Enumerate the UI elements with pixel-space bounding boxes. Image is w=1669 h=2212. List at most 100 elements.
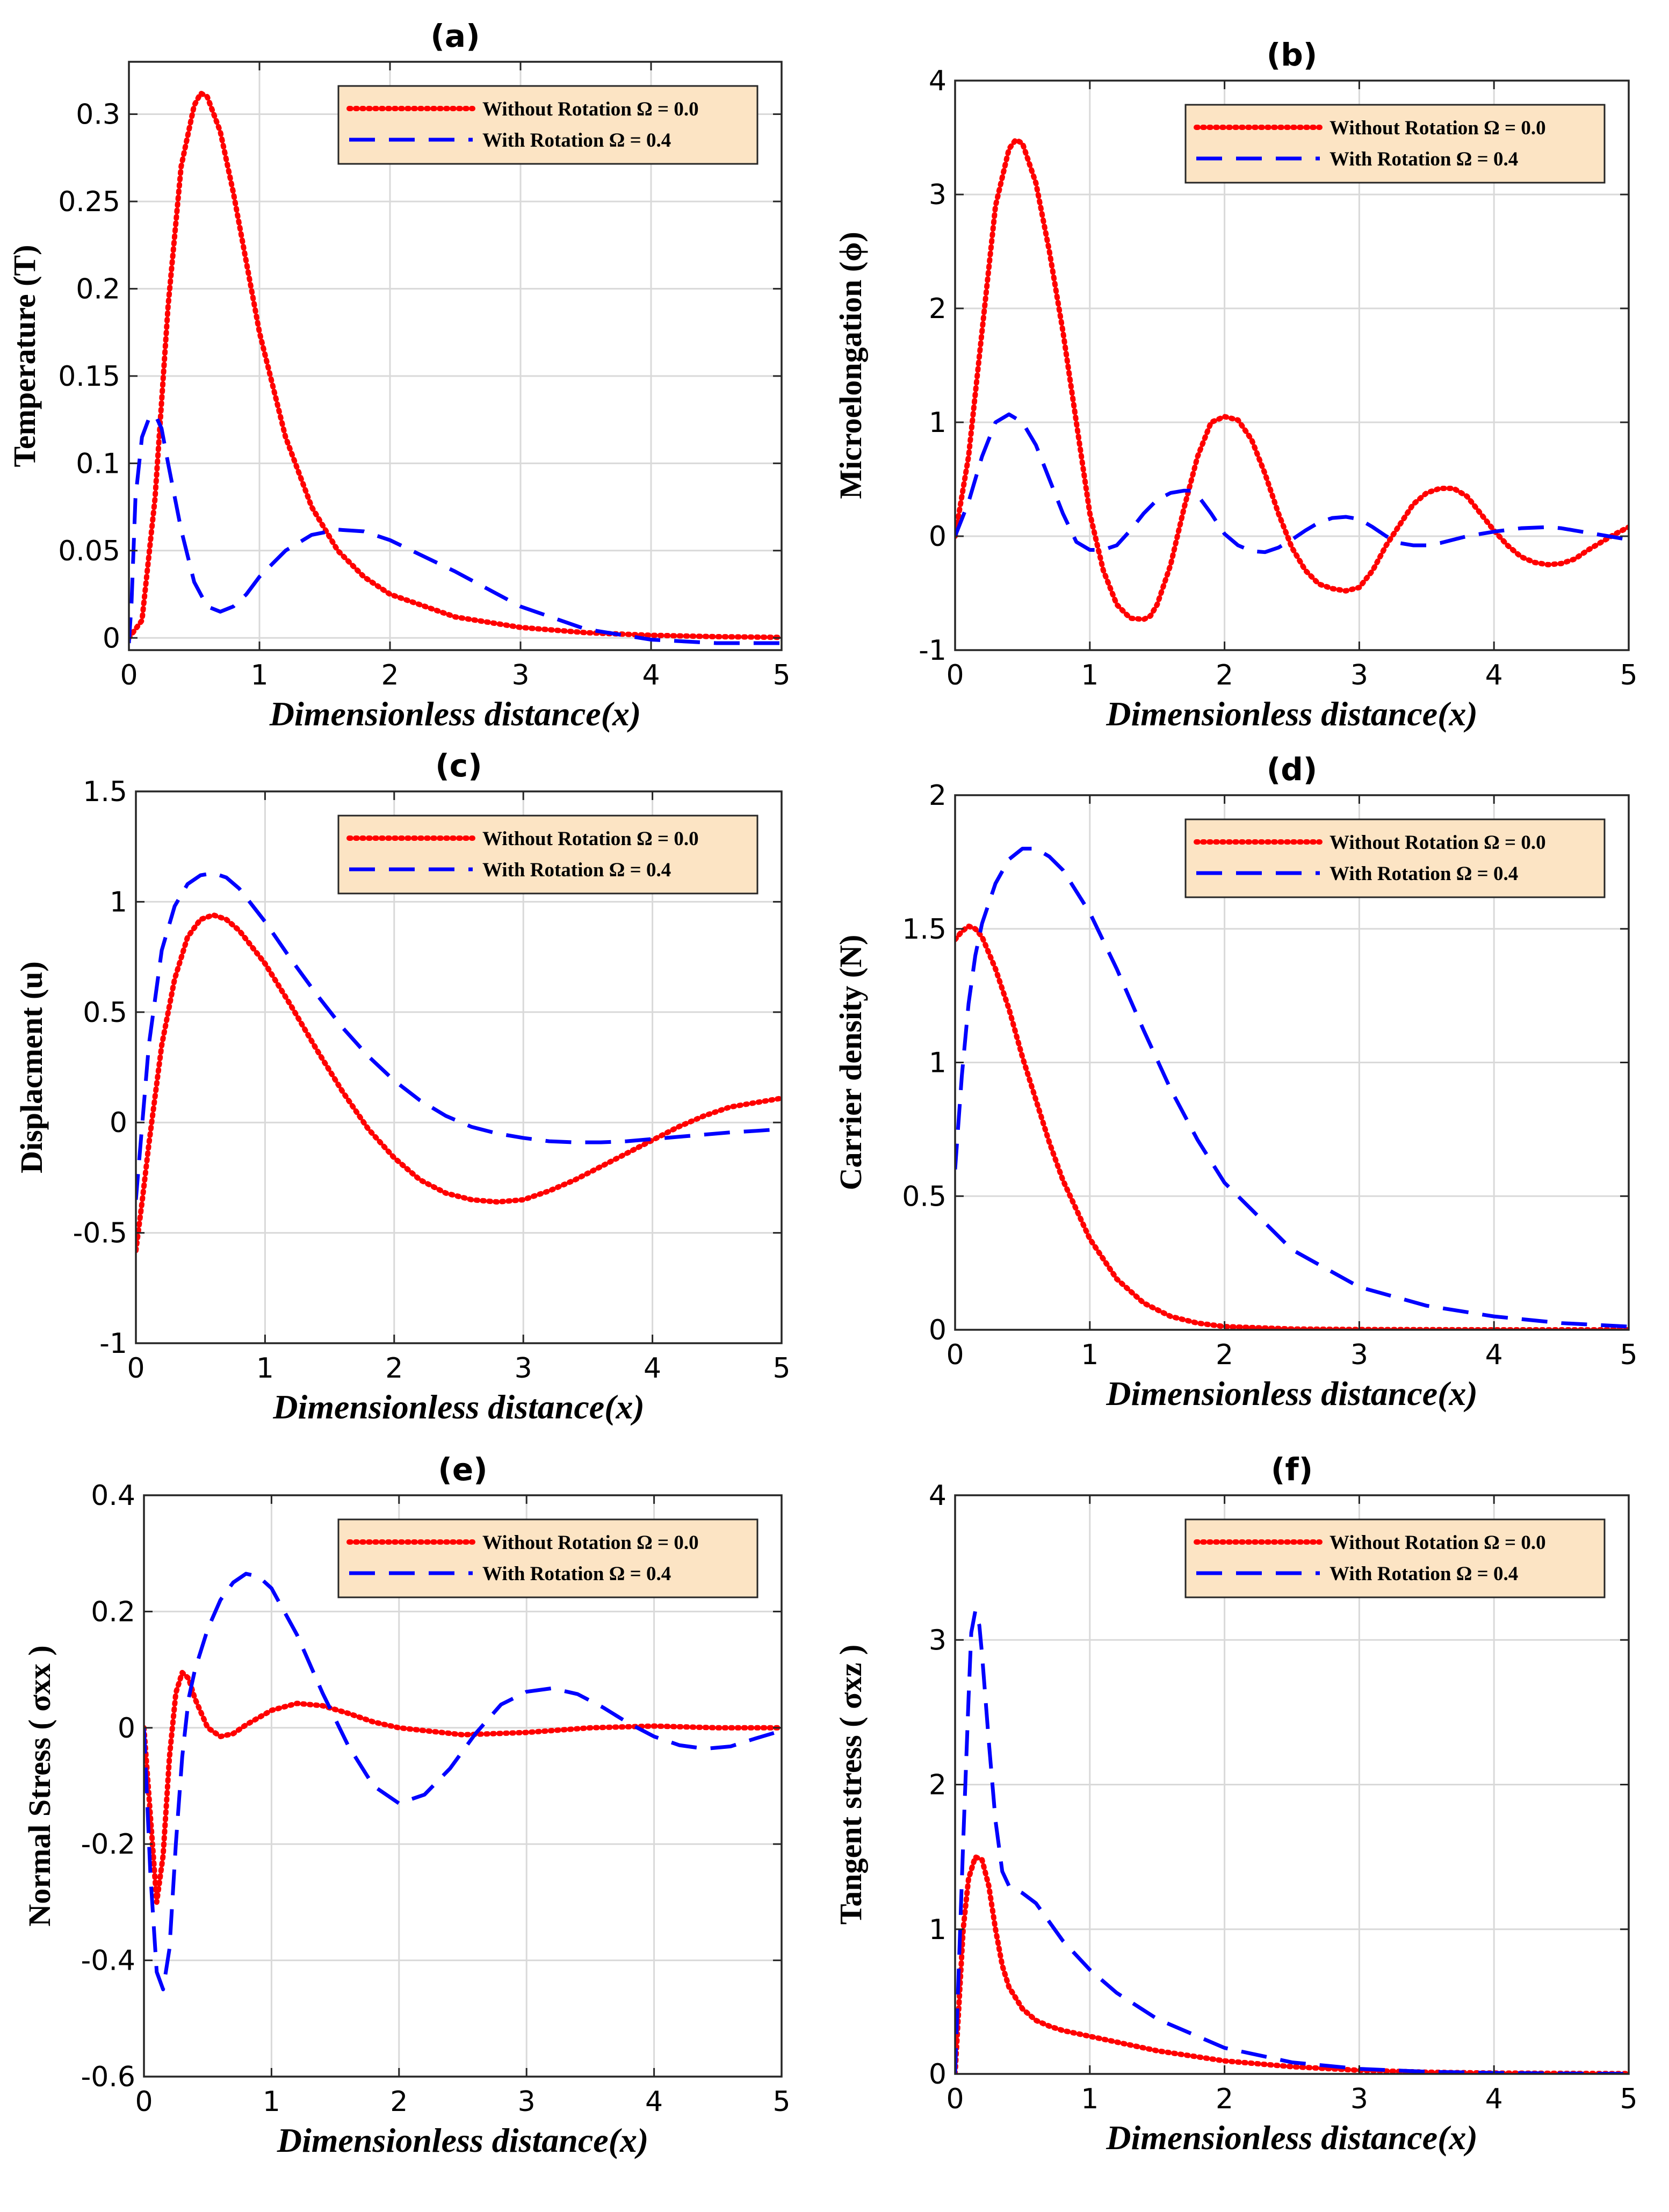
legend-label: With Rotation Ω = 0.4 [1330, 863, 1518, 885]
x-axis-label: Dimensionless distance(x) [1106, 1374, 1478, 1413]
x-tick-label: 0 [135, 2086, 153, 2118]
series-line-without-rotation [955, 1854, 1629, 2074]
y-tick-label: -0.2 [81, 1828, 135, 1861]
y-tick-label: 0.4 [91, 1480, 135, 1512]
legend-label: With Rotation Ω = 0.4 [482, 129, 671, 152]
series-line-with-rotation [955, 412, 1629, 554]
chart-panel-c: 0 1 2 3 4 5 -1 -0.5 0 0.5 1 1.5 (c) Dimensionless dis… [14, 747, 791, 1426]
chart-title: (c) [435, 747, 482, 784]
chart-panel-f: 0 1 2 3 4 5 0 1 2 3 4 (f) Dimensionless distance(x) T… [833, 1451, 1638, 2157]
y-tick-label: 3 [929, 179, 947, 211]
y-tick-label: 0.5 [902, 1180, 947, 1213]
y-axis-label: Microelongation (ϕ) [833, 232, 868, 499]
series-group [955, 1609, 1629, 2074]
x-tick-label: 0 [946, 2083, 964, 2115]
y-axis-label: Tangent stress ( σxz ) [833, 1645, 868, 1925]
y-tick-label: -0.5 [73, 1217, 127, 1250]
y-tick-label: 1 [929, 1914, 947, 1946]
chart-panel-a: 0 1 2 3 4 5 0 0.05 0.1 0.15 0.2 0.25 0.3 (a) Dimension… [7, 18, 791, 733]
x-tick-label: 5 [772, 1352, 790, 1385]
chart-panel-d: 0 1 2 3 4 5 0 0.5 1 1.5 2 (d) Dimensionless distance… [833, 751, 1638, 1413]
x-tick-label: 5 [1620, 2083, 1637, 2115]
y-tick-label: 1.5 [83, 776, 127, 808]
x-tick-label: 4 [645, 2086, 663, 2118]
y-axis-label: Displacment (u) [14, 961, 49, 1173]
y-tick-label: 2 [929, 293, 947, 325]
legend-box [337, 85, 758, 165]
x-tick-label: 3 [1350, 2083, 1368, 2115]
legend-label: Without Rotation Ω = 0.0 [482, 98, 699, 120]
legend: Without Rotation Ω = 0.0 With Rotation Ω … [337, 85, 758, 165]
x-tick-label: 5 [1620, 1339, 1637, 1371]
series-group [144, 1572, 782, 1992]
chart-title: (f) [1271, 1451, 1313, 1488]
legend: Without Rotation Ω = 0.0 With Rotation Ω … [1184, 1518, 1606, 1598]
y-tick-label: 0.2 [76, 273, 120, 305]
x-axis-label: Dimensionless distance(x) [277, 2121, 649, 2159]
y-tick-label: 0 [929, 521, 947, 553]
series-line-without-rotation [144, 1670, 782, 1905]
x-tick-label: 4 [644, 1352, 661, 1385]
legend-box [1184, 1518, 1606, 1598]
x-tick-label: 2 [1216, 659, 1233, 691]
x-axis-label: Dimensionless distance(x) [272, 1388, 645, 1426]
axes-box [954, 80, 1630, 651]
series-line-with-rotation [136, 871, 782, 1200]
x-tick-label: 5 [772, 659, 790, 691]
legend-box [1184, 818, 1606, 898]
y-tick-label: 0 [110, 1107, 127, 1139]
series-line-without-rotation [955, 137, 1629, 622]
legend-label: With Rotation Ω = 0.4 [482, 1563, 671, 1585]
x-axis-label: Dimensionless distance(x) [1106, 2119, 1478, 2157]
y-tick-label: 1.5 [902, 913, 947, 946]
y-tick-label: 2 [929, 780, 947, 812]
legend: Without Rotation Ω = 0.0 With Rotation Ω … [337, 1518, 758, 1598]
x-tick-label: 0 [946, 659, 964, 691]
y-tick-label: -0.4 [81, 1945, 135, 1977]
y-tick-label: 4 [929, 65, 947, 97]
axes-box [135, 790, 783, 1344]
legend-box [1184, 104, 1606, 184]
x-tick-label: 1 [256, 1352, 274, 1385]
y-tick-label: 0.5 [83, 997, 127, 1029]
x-tick-label: 1 [1081, 2083, 1099, 2115]
series-group [129, 90, 782, 645]
x-tick-label: 4 [1485, 1339, 1503, 1371]
y-tick-label: 0.15 [58, 361, 120, 393]
x-tick-label: 1 [1081, 1339, 1099, 1371]
chart-panel-e: 0 1 2 3 4 5 -0.6 -0.4 -0.2 0 0.2 0.4 (e) Dimensionles… [22, 1451, 791, 2159]
y-tick-label: 1 [929, 1047, 947, 1079]
legend-label: Without Rotation Ω = 0.0 [1330, 117, 1546, 139]
legend-label: Without Rotation Ω = 0.0 [1330, 1532, 1546, 1554]
series-group [136, 871, 782, 1253]
legend-box [337, 1518, 758, 1598]
y-axis-label: Temperature (T) [7, 245, 42, 467]
y-tick-label: 0 [929, 1314, 947, 1346]
legend: Without Rotation Ω = 0.0 With Rotation Ω … [1184, 104, 1606, 184]
axes-box [128, 61, 783, 651]
y-tick-label: 0 [929, 2058, 947, 2091]
y-tick-label: 0.2 [91, 1596, 135, 1628]
legend: Without Rotation Ω = 0.0 With Rotation Ω … [337, 815, 758, 895]
y-tick-label: -1 [99, 1328, 127, 1360]
y-axis-label: Carrier density (N) [833, 935, 868, 1191]
x-axis-label: Dimensionless distance(x) [1106, 695, 1478, 733]
series-group [955, 847, 1629, 1330]
y-tick-label: 0 [118, 1712, 135, 1745]
y-tick-label: 2 [929, 1769, 947, 1802]
legend-label: Without Rotation Ω = 0.0 [482, 1532, 699, 1554]
x-tick-label: 5 [1620, 659, 1637, 691]
legend-label: With Rotation Ω = 0.4 [1330, 148, 1518, 170]
legend: Without Rotation Ω = 0.0 With Rotation Ω … [1184, 818, 1606, 898]
legend-label: With Rotation Ω = 0.4 [1330, 1563, 1518, 1585]
y-tick-label: 0.3 [76, 98, 120, 131]
y-tick-label: 0.25 [58, 186, 120, 218]
x-tick-label: 0 [127, 1352, 144, 1385]
y-tick-label: 0 [103, 622, 120, 654]
y-tick-label: 0.1 [76, 448, 120, 480]
x-tick-label: 2 [1216, 2083, 1233, 2115]
x-tick-label: 4 [1485, 659, 1503, 691]
y-tick-label: -0.6 [81, 2061, 135, 2093]
y-tick-label: 1 [929, 407, 947, 439]
